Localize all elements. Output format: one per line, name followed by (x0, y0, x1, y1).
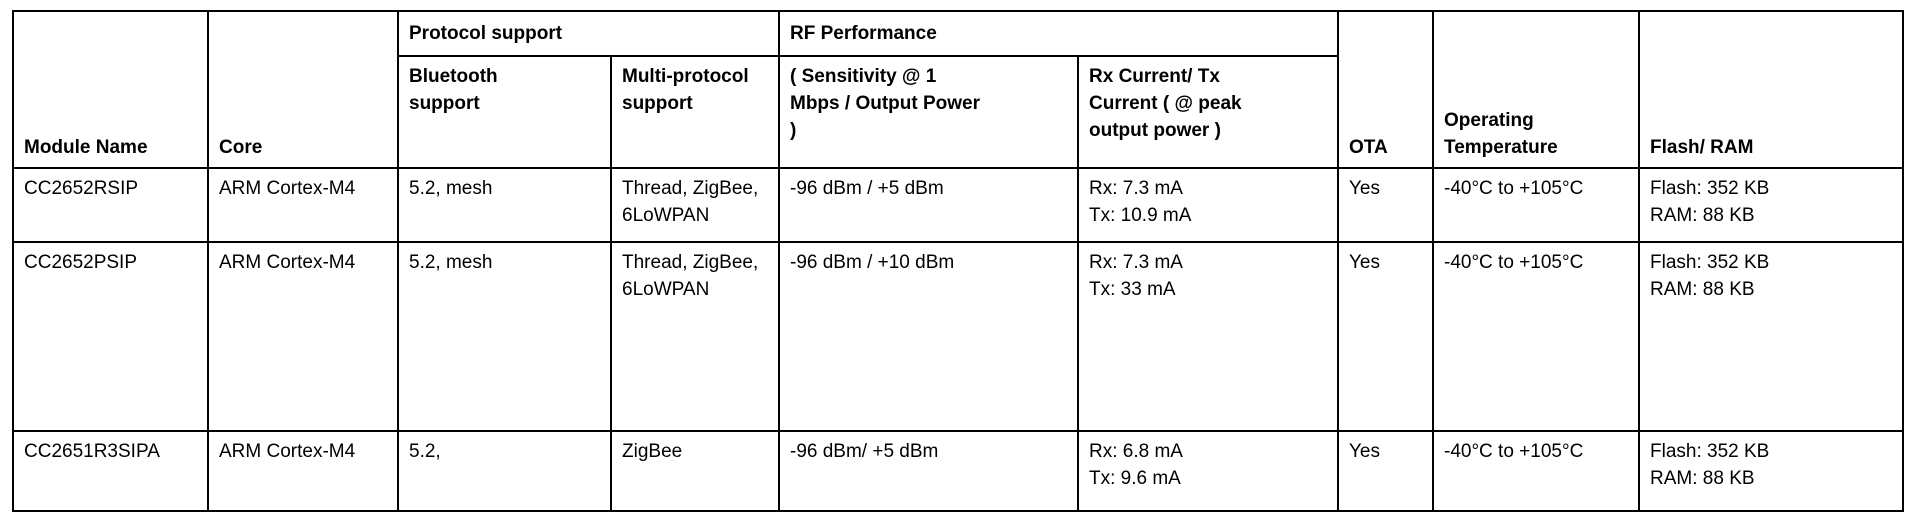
ota-cell: Yes (1337, 241, 1434, 432)
table-header-group-row: Module Name Core Protocol support RF Per… (12, 10, 1904, 169)
column-header-ota: OTA (1337, 10, 1434, 169)
module-name-cell: CC2652RSIP (12, 167, 209, 243)
core-cell: ARM Cortex-M4 (207, 241, 399, 432)
core-cell: ARM Cortex-M4 (207, 167, 399, 243)
module-name-cell: CC2651R3SIPA (12, 430, 209, 512)
column-header-multi-protocol-support: Multi-protocol support (610, 55, 780, 169)
bluetooth-support-cell: 5.2, mesh (397, 167, 612, 243)
column-header-sensitivity-output-power: ( Sensitivity @ 1 Mbps / Output Power ) (778, 55, 1079, 169)
column-header-module-name: Module Name (12, 10, 209, 169)
module-comparison-table-container: Module Name Core Protocol support RF Per… (12, 10, 1904, 512)
table-row: CC2651R3SIPA ARM Cortex-M4 5.2, ZigBee -… (12, 430, 1904, 512)
module-comparison-table: Module Name Core Protocol support RF Per… (12, 10, 1904, 512)
flash-ram-cell: Flash: 352 KB RAM: 88 KB (1638, 241, 1904, 432)
sensitivity-cell: -96 dBm/ +5 dBm (778, 430, 1079, 512)
table-header-sub-row: Bluetooth support Multi-protocol support… (13, 55, 1903, 169)
bluetooth-support-cell: 5.2, mesh (397, 241, 612, 432)
operating-temperature-cell: -40°C to +105°C (1432, 167, 1640, 243)
ota-cell: Yes (1337, 430, 1434, 512)
column-header-operating-temperature: Operating Temperature (1432, 10, 1640, 169)
operating-temperature-cell: -40°C to +105°C (1432, 241, 1640, 432)
bluetooth-support-cell: 5.2, (397, 430, 612, 512)
rx-tx-current-cell: Rx: 7.3 mA Tx: 10.9 mA (1077, 167, 1339, 243)
multi-protocol-cell: Thread, ZigBee, 6LoWPAN (610, 241, 780, 432)
column-header-flash-ram: Flash/ RAM (1638, 10, 1904, 169)
flash-ram-cell: Flash: 352 KB RAM: 88 KB (1638, 430, 1904, 512)
operating-temperature-cell: -40°C to +105°C (1432, 430, 1640, 512)
column-header-core: Core (207, 10, 399, 169)
group-header-rf-performance: RF Performance (778, 10, 1339, 57)
module-name-cell: CC2652PSIP (12, 241, 209, 432)
multi-protocol-cell: ZigBee (610, 430, 780, 512)
multi-protocol-cell: Thread, ZigBee, 6LoWPAN (610, 167, 780, 243)
sensitivity-cell: -96 dBm / +10 dBm (778, 241, 1079, 432)
rx-tx-current-cell: Rx: 6.8 mA Tx: 9.6 mA (1077, 430, 1339, 512)
table-row: CC2652PSIP ARM Cortex-M4 5.2, mesh Threa… (12, 241, 1904, 432)
core-cell: ARM Cortex-M4 (207, 430, 399, 512)
group-header-protocol-support: Protocol support (397, 10, 780, 57)
table-row: CC2652RSIP ARM Cortex-M4 5.2, mesh Threa… (12, 167, 1904, 243)
sensitivity-cell: -96 dBm / +5 dBm (778, 167, 1079, 243)
ota-cell: Yes (1337, 167, 1434, 243)
flash-ram-cell: Flash: 352 KB RAM: 88 KB (1638, 167, 1904, 243)
column-header-bluetooth-support: Bluetooth support (397, 55, 612, 169)
rx-tx-current-cell: Rx: 7.3 mA Tx: 33 mA (1077, 241, 1339, 432)
column-header-rx-tx-current: Rx Current/ Tx Current ( @ peak output p… (1077, 55, 1339, 169)
